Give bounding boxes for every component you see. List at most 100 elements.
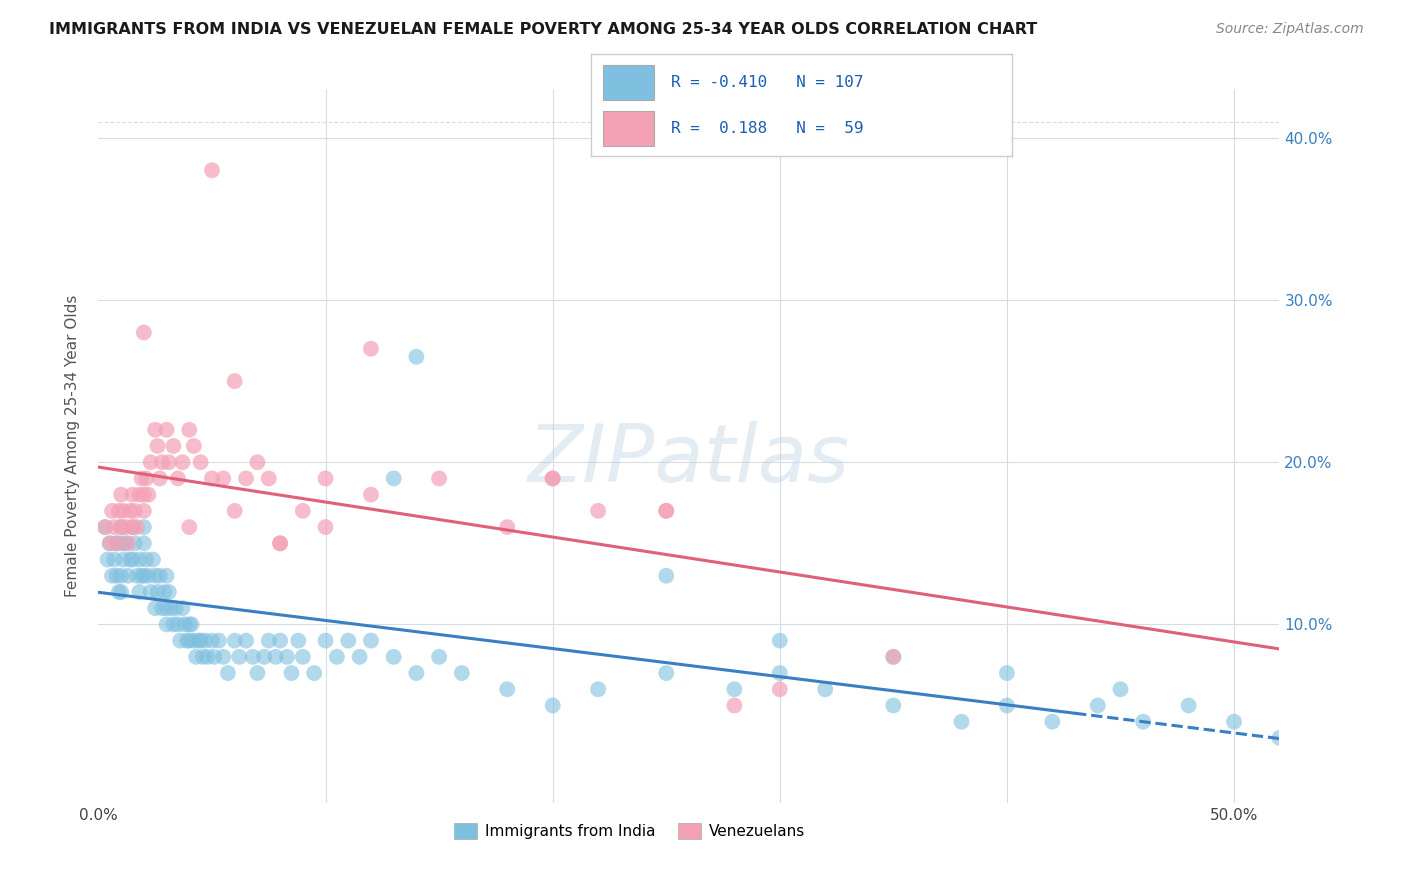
Point [149, 471, 172, 485]
Point [157, 585, 180, 599]
Point [131, 471, 153, 485]
Point [201, 471, 224, 485]
Point [121, 488, 143, 502]
Point [257, 471, 280, 485]
Point [121, 520, 143, 534]
FancyBboxPatch shape [603, 111, 654, 145]
Point [184, 649, 207, 664]
Point [143, 568, 166, 582]
Point [98, 536, 121, 550]
Point [269, 536, 291, 550]
Point [235, 471, 257, 485]
Point [142, 552, 165, 566]
Point [287, 633, 309, 648]
Point [135, 552, 157, 566]
Point [360, 633, 382, 648]
Point [187, 633, 209, 648]
Point [146, 585, 169, 599]
Point [814, 682, 837, 697]
Point [128, 552, 150, 566]
Point [264, 649, 287, 664]
Point [155, 601, 177, 615]
Point [120, 552, 142, 566]
Point [94, 520, 117, 534]
Point [655, 568, 678, 582]
Point [302, 666, 325, 681]
Point [382, 471, 405, 485]
Point [150, 601, 173, 615]
Point [183, 439, 205, 453]
Point [276, 649, 298, 664]
Point [173, 617, 195, 632]
Point [1177, 698, 1199, 713]
Point [155, 568, 177, 582]
Point [132, 568, 155, 582]
Point [212, 649, 235, 664]
Point [291, 504, 314, 518]
Point [172, 455, 194, 469]
Point [212, 471, 235, 485]
Point [427, 471, 450, 485]
Point [121, 552, 143, 566]
Y-axis label: Female Poverty Among 25-34 Year Olds: Female Poverty Among 25-34 Year Olds [65, 295, 80, 597]
Point [769, 666, 792, 681]
Point [337, 633, 360, 648]
Point [995, 666, 1018, 681]
Point [179, 423, 201, 437]
Point [162, 439, 184, 453]
Point [655, 666, 678, 681]
Point [110, 536, 132, 550]
Point [1268, 731, 1291, 745]
Point [360, 342, 382, 356]
Point [125, 520, 148, 534]
Point [103, 520, 125, 534]
Point [228, 649, 250, 664]
Point [315, 633, 337, 648]
Point [586, 682, 609, 697]
Point [349, 649, 371, 664]
Point [280, 666, 302, 681]
Point [131, 568, 153, 582]
Point [105, 536, 128, 550]
Point [108, 585, 131, 599]
FancyBboxPatch shape [603, 65, 654, 100]
Point [201, 633, 224, 648]
Point [586, 504, 609, 518]
Point [723, 698, 745, 713]
Point [1132, 714, 1154, 729]
Point [202, 649, 225, 664]
Point [360, 488, 382, 502]
Point [117, 536, 139, 550]
Point [769, 633, 792, 648]
Point [1040, 714, 1063, 729]
Point [105, 536, 128, 550]
Point [114, 520, 136, 534]
Point [155, 617, 177, 632]
Text: R =  0.188   N =  59: R = 0.188 N = 59 [671, 121, 863, 136]
Point [101, 504, 124, 518]
Point [110, 520, 132, 534]
Point [172, 601, 194, 615]
Point [167, 471, 190, 485]
Point [427, 649, 450, 664]
Point [450, 666, 472, 681]
Point [146, 439, 169, 453]
Point [541, 698, 564, 713]
Point [190, 633, 212, 648]
Legend: Immigrants from India, Venezuelans: Immigrants from India, Venezuelans [449, 817, 811, 845]
Point [139, 455, 162, 469]
Point [1223, 714, 1246, 729]
Point [110, 585, 132, 599]
Point [176, 633, 198, 648]
Point [269, 536, 291, 550]
Point [224, 633, 246, 648]
Point [139, 585, 162, 599]
Point [110, 568, 132, 582]
Point [253, 649, 276, 664]
Point [125, 568, 148, 582]
Point [132, 536, 155, 550]
Point [132, 520, 155, 534]
Point [197, 649, 219, 664]
Point [160, 601, 183, 615]
Point [128, 488, 150, 502]
